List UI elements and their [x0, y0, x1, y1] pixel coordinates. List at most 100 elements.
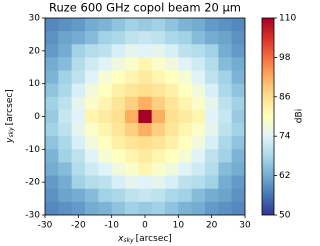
cell [58, 31, 73, 45]
cell [178, 31, 193, 45]
cell [151, 188, 166, 203]
cell [218, 162, 233, 176]
cell [151, 162, 166, 176]
cell [138, 96, 153, 111]
cell [111, 188, 126, 203]
cell [58, 18, 73, 32]
cell [58, 149, 73, 163]
y-tick-label: 0 [34, 112, 40, 122]
cell [231, 175, 245, 190]
cell [111, 109, 126, 124]
cell [125, 109, 139, 124]
cell [45, 57, 59, 71]
cell [125, 44, 139, 58]
cell [71, 57, 86, 71]
colorbar-tick-label: 98 [279, 53, 291, 63]
y-unit: [arcsec] [5, 89, 15, 125]
cell [231, 149, 245, 163]
cell [191, 44, 206, 58]
cell [125, 162, 139, 176]
cell [125, 57, 139, 71]
cell [138, 83, 153, 98]
cell [58, 96, 73, 111]
cell [58, 57, 73, 71]
cell [98, 70, 113, 85]
cell [218, 44, 233, 58]
cell [191, 70, 206, 85]
cell [85, 123, 99, 137]
cell [151, 149, 166, 163]
cell [205, 136, 219, 150]
cell [98, 123, 113, 137]
cell [71, 149, 86, 163]
cell [165, 188, 179, 203]
cell [85, 57, 99, 71]
cell [178, 201, 193, 215]
cell [85, 109, 99, 124]
cell [178, 175, 193, 190]
cell [151, 201, 166, 215]
cell [125, 123, 139, 137]
x-tick-label: 20 [206, 221, 218, 231]
cell [98, 57, 113, 71]
cell [218, 57, 233, 71]
cell [218, 201, 233, 215]
cell [178, 149, 193, 163]
cell [231, 96, 245, 111]
cell [151, 70, 166, 85]
cell [98, 109, 113, 124]
cell [218, 70, 233, 85]
cell [58, 188, 73, 203]
cell [178, 57, 193, 71]
cell [111, 201, 126, 215]
cell [165, 175, 179, 190]
heatmap-cells [45, 18, 245, 215]
cell [205, 149, 219, 163]
cell [98, 31, 113, 45]
cell [191, 109, 206, 124]
cell [138, 123, 153, 137]
y-tick-label: 30 [29, 14, 41, 24]
x-tick-label: 10 [173, 221, 185, 231]
cell [151, 109, 166, 124]
cell [45, 188, 59, 203]
colorbar-tick-label: 110 [279, 14, 296, 24]
cell [191, 18, 206, 32]
cell [45, 136, 59, 150]
cell [191, 188, 206, 203]
cell [71, 44, 86, 58]
cell [231, 109, 245, 124]
cell [85, 31, 99, 45]
cell [205, 175, 219, 190]
cell [231, 188, 245, 203]
cell [71, 162, 86, 176]
x-symbol: x [117, 234, 124, 244]
cell [205, 162, 219, 176]
cell [151, 57, 166, 71]
cell [85, 136, 99, 150]
cell [98, 201, 113, 215]
cell [138, 175, 153, 190]
cell [151, 44, 166, 58]
cell [165, 149, 179, 163]
cell [125, 96, 139, 111]
cell [71, 188, 86, 203]
cell [218, 18, 233, 32]
cell [138, 149, 153, 163]
cell [138, 136, 153, 150]
cell [58, 201, 73, 215]
cell [45, 175, 59, 190]
x-tick-label: -20 [71, 221, 86, 231]
cell [191, 136, 206, 150]
cell [165, 18, 179, 32]
cell [191, 201, 206, 215]
cell [178, 188, 193, 203]
cell [151, 31, 166, 45]
cell [85, 83, 99, 98]
cell [85, 96, 99, 111]
cell [191, 175, 206, 190]
cell [111, 136, 126, 150]
cell [205, 109, 219, 124]
cell [231, 83, 245, 98]
cell [111, 83, 126, 98]
